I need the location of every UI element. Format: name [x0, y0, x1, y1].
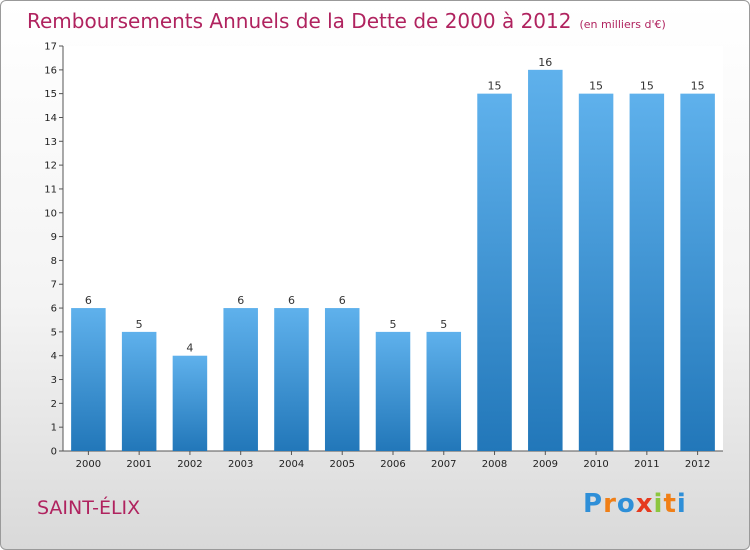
y-tick-label: 16 [44, 65, 57, 76]
chart-title-text: Remboursements Annuels de la Dette de 20… [27, 9, 572, 33]
bar [71, 308, 106, 451]
y-tick-label: 13 [44, 137, 57, 148]
data-label: 5 [440, 318, 447, 331]
y-tick-label: 11 [44, 184, 57, 195]
commune-name: SAINT-ÉLIX [37, 497, 141, 519]
x-tick-label: 2008 [482, 459, 507, 470]
bar [477, 93, 512, 451]
data-label: 6 [237, 294, 244, 307]
data-label: 6 [288, 294, 295, 307]
y-tick-label: 9 [51, 232, 57, 243]
data-label: 6 [85, 294, 92, 307]
logo-letter: x [635, 489, 654, 519]
y-tick-label: 8 [51, 256, 57, 267]
logo-letter: i [676, 489, 687, 519]
bar [680, 93, 715, 451]
x-tick-label: 2005 [330, 459, 355, 470]
bar [528, 69, 563, 451]
x-tick-label: 2002 [177, 459, 202, 470]
x-tick-label: 2004 [279, 459, 304, 470]
bar [121, 331, 157, 451]
y-tick-label: 10 [44, 208, 57, 219]
logo-letter: r [603, 489, 617, 519]
bars: 6 5 4 6 6 6 5 5 15 16 15 15 15 [71, 56, 715, 451]
y-tick-label: 12 [44, 161, 57, 172]
logo-letter: P [583, 489, 604, 519]
x-tick-label: 2009 [533, 459, 558, 470]
chart-title: Remboursements Annuels de la Dette de 20… [27, 9, 666, 33]
y-tick-label: 2 [51, 399, 57, 410]
unit-note: (en milliers d'€) [579, 18, 666, 31]
y-tick-label: 7 [51, 280, 57, 291]
bar [578, 93, 614, 451]
y-tick-label: 0 [51, 447, 57, 458]
data-label: 15 [640, 80, 654, 93]
x-tick-label: 2007 [431, 459, 456, 470]
bar [426, 331, 462, 451]
bar [324, 308, 360, 451]
y-tick-label: 3 [51, 375, 57, 386]
bar [629, 93, 665, 451]
data-label: 15 [589, 80, 603, 93]
x-tick-label: 2003 [228, 459, 253, 470]
y-tick-label: 14 [44, 113, 57, 124]
y-tick-label: 15 [44, 89, 57, 100]
x-tick-label: 2006 [380, 459, 405, 470]
data-label: 15 [691, 80, 705, 93]
x-tick-label: 2001 [126, 459, 151, 470]
data-label: 5 [136, 318, 143, 331]
logo-letter: t [663, 489, 677, 519]
bar [375, 331, 411, 451]
x-tick-label: 2011 [634, 459, 659, 470]
y-tick-label: 6 [51, 304, 57, 315]
bar [172, 355, 208, 451]
logo-letter: o [616, 489, 636, 519]
x-tick-label: 2012 [685, 459, 710, 470]
y-tick-label: 1 [51, 423, 57, 434]
y-tick-label: 17 [44, 42, 57, 53]
y-tick-label: 4 [51, 351, 57, 362]
data-label: 16 [538, 56, 552, 69]
bar [223, 308, 258, 451]
x-tick-label: 2010 [583, 459, 608, 470]
data-label: 4 [186, 342, 193, 355]
proxiti-logo: Proxiti [583, 489, 687, 519]
y-tick-label: 5 [51, 327, 57, 338]
data-label: 6 [339, 294, 346, 307]
data-label: 15 [488, 80, 502, 93]
logo-letter: i [653, 489, 664, 519]
bar [274, 308, 309, 451]
data-label: 5 [390, 318, 397, 331]
x-tick-label: 2000 [76, 459, 101, 470]
